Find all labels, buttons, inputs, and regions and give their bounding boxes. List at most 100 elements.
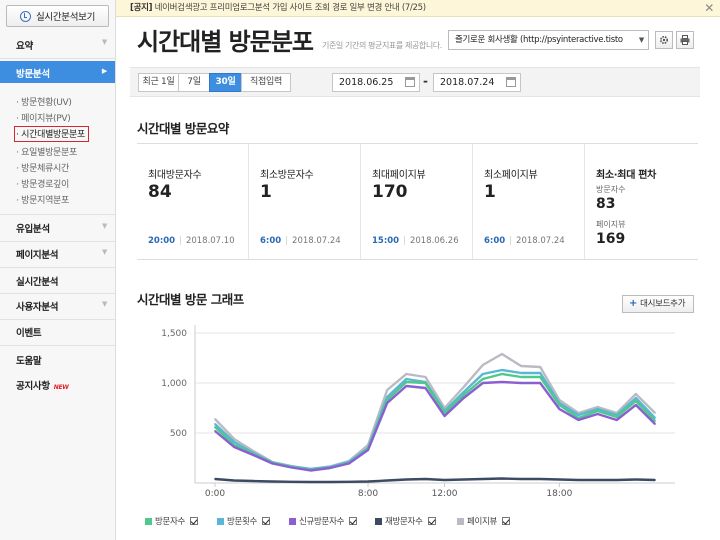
start-date-value: 2018.06.25: [339, 77, 394, 88]
sidebar-subitem-pv[interactable]: · 페이지뷰(PV): [16, 114, 71, 124]
data-point: [328, 481, 331, 483]
print-icon: [680, 35, 690, 45]
data-point: [386, 389, 389, 391]
realtime-analysis-button[interactable]: 실시간분석보기: [6, 5, 109, 27]
legend-checkbox[interactable]: [349, 517, 358, 525]
sidebar-item-summary[interactable]: 요약 ▼: [0, 38, 115, 54]
legend-item[interactable]: 방문횟수: [217, 515, 271, 527]
legend-label: 방문자수: [155, 517, 186, 527]
data-point: [596, 479, 599, 481]
data-point: [290, 480, 293, 483]
sidebar-item-inflow[interactable]: 유입분석 ▼: [16, 222, 108, 235]
tab-recent-1-day[interactable]: 최근 1일: [138, 73, 179, 92]
data-point: [309, 481, 312, 483]
chevron-right-icon: ▶: [101, 67, 107, 75]
data-point: [405, 478, 408, 481]
tab-custom-range[interactable]: 직접입력: [241, 73, 291, 92]
summary-title: 시간대별 방문요약: [137, 121, 229, 136]
sidebar-item-label: 요약: [16, 41, 33, 52]
clock-icon: [19, 10, 31, 22]
date-filter-bar: 최근 1일 7일 30일 직접입력 2018.06.25 - 2018.07.2…: [130, 67, 700, 97]
sidebar-item-notice[interactable]: 공지사항 NEW: [16, 381, 69, 392]
data-point: [462, 478, 465, 481]
summary-card-min-pageviews: 최소페이지뷰 1 6:00 | 2018.07.24: [473, 144, 585, 259]
data-point: [539, 382, 542, 384]
data-point: [501, 381, 503, 383]
end-date-input[interactable]: 2018.07.24: [433, 73, 521, 92]
legend-item[interactable]: 페이지뷰: [457, 515, 511, 527]
legend-checkbox[interactable]: [190, 517, 199, 525]
sidebar-item-realtime[interactable]: 실시간분석: [16, 277, 59, 288]
data-point: [501, 353, 503, 355]
data-point: [539, 376, 542, 378]
sidebar-subitem-depth[interactable]: · 방문경로깊이: [16, 180, 70, 190]
sidebar-subitem-region[interactable]: · 방문지역분포: [16, 196, 70, 206]
add-dashboard-button[interactable]: + 대시보드추가: [622, 295, 694, 313]
calendar-icon[interactable]: [506, 77, 516, 87]
sidebar-subitem-duration[interactable]: · 방문체류시간: [16, 164, 70, 174]
y-tick-label: 1,000: [161, 379, 187, 389]
sidebar-subitem-uv[interactable]: · 방문현황(UV): [16, 98, 72, 108]
card-date: 2018.07.24: [292, 236, 341, 246]
series-line-2: [214, 380, 656, 472]
legend-item[interactable]: 방문자수: [145, 515, 199, 527]
card-label: 최소페이지뷰: [484, 170, 538, 181]
legend-checkbox[interactable]: [262, 517, 271, 525]
sidebar-item-page-analysis[interactable]: 페이지분석 ▼: [16, 248, 108, 261]
data-point: [481, 478, 484, 480]
sidebar-item-help[interactable]: 도움말: [16, 356, 42, 367]
tab-30-days[interactable]: 30일: [209, 73, 242, 92]
legend-label: 방문횟수: [227, 517, 258, 527]
data-point: [348, 462, 350, 465]
data-point: [634, 404, 637, 406]
legend-checkbox[interactable]: [502, 517, 511, 525]
data-point: [233, 446, 236, 448]
legend-label: 신규방문자수: [299, 517, 345, 527]
calendar-icon[interactable]: [405, 77, 415, 87]
card-label: 최대방문자수: [148, 170, 202, 181]
data-point: [520, 376, 522, 378]
data-point: [462, 386, 465, 388]
chevron-down-icon: ▼: [101, 38, 107, 46]
legend-swatch: [145, 517, 152, 525]
sidebar-subitem-weekday[interactable]: · 요일별방문분포: [16, 148, 77, 158]
data-point: [462, 394, 465, 396]
data-point: [348, 480, 350, 483]
card-time: 6:00: [484, 236, 506, 246]
print-button[interactable]: [676, 31, 694, 49]
tab-7-days[interactable]: 7일: [178, 73, 210, 92]
deviation-visitors-value: 83: [596, 196, 616, 212]
realtime-analysis-label: 실시간분석보기: [35, 12, 96, 23]
legend-item[interactable]: 신규방문자수: [289, 515, 358, 527]
x-tick-label: 12:00: [432, 489, 458, 499]
data-point: [520, 365, 522, 367]
legend-label: 재방문자수: [385, 517, 423, 527]
sidebar-subitem-hourly[interactable]: · 시간대별방문분포: [14, 126, 89, 142]
sidebar-item-event[interactable]: 이벤트: [16, 328, 42, 339]
data-point: [290, 466, 293, 469]
sidebar-item-user-analysis[interactable]: 사용자분석 ▼: [16, 300, 108, 313]
divider: [0, 58, 115, 59]
new-badge: NEW: [53, 384, 69, 391]
legend-item[interactable]: 재방문자수: [375, 515, 436, 527]
data-point: [539, 372, 542, 374]
date-separator: -: [423, 74, 428, 88]
plus-icon: +: [629, 298, 638, 309]
y-tick-label: 500: [170, 429, 187, 439]
chevron-down-icon: ▼: [635, 31, 644, 49]
data-point: [615, 419, 618, 421]
card-date: 2018.07.10: [185, 236, 235, 246]
data-point: [634, 397, 637, 399]
legend-checkbox[interactable]: [427, 517, 436, 525]
settings-button[interactable]: [655, 31, 673, 49]
data-point: [386, 399, 389, 401]
notice-bar[interactable]: [공지] 네이버검색광고 프리미엄로그분석 가입 사이트 조회 경로 일부 변경…: [116, 0, 720, 17]
close-icon[interactable]: ✕: [704, 1, 714, 15]
sidebar-item-visit-analysis[interactable]: 방문분석 ▶: [0, 61, 115, 83]
data-point: [367, 449, 369, 451]
blog-select[interactable]: 즐기로운 회사생활 (http://psyinteractive.tisto ▼: [448, 30, 649, 50]
start-date-input[interactable]: 2018.06.25: [332, 73, 420, 92]
data-point: [424, 387, 427, 389]
data-point: [214, 426, 216, 428]
data-point: [443, 479, 446, 481]
